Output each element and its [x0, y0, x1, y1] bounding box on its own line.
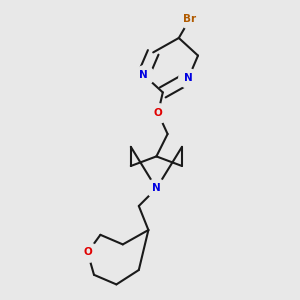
Text: Br: Br — [183, 14, 196, 24]
Text: N: N — [152, 183, 161, 194]
Text: O: O — [83, 248, 92, 257]
Text: N: N — [184, 73, 193, 83]
Text: N: N — [139, 70, 148, 80]
Text: O: O — [154, 108, 162, 118]
